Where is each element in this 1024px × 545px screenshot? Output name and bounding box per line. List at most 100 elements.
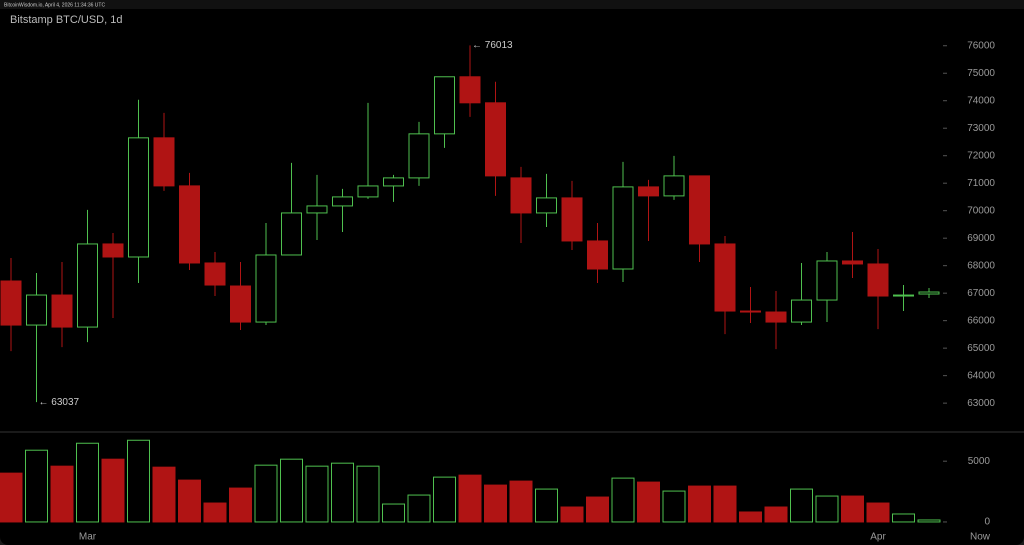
candle-body (255, 254, 277, 323)
volume-bar (203, 502, 227, 523)
candle-body (612, 186, 634, 270)
volume-bar (713, 485, 737, 523)
volume-bar (917, 519, 941, 523)
x-end-label: Now (970, 532, 991, 543)
candle-body (230, 285, 251, 323)
y-tick-label: 66000 (967, 315, 995, 326)
candle-body (77, 243, 98, 328)
candle-body (179, 185, 200, 264)
volume-bar (229, 487, 252, 523)
candle-body (893, 294, 914, 297)
volume-bar (841, 495, 864, 523)
volume-bar (280, 458, 303, 523)
candle-body (587, 240, 608, 270)
top-bar (0, 0, 1024, 9)
candle-body (383, 177, 404, 187)
volume-bar (611, 477, 635, 523)
y-tick-label: 64000 (967, 370, 995, 381)
candle-body (867, 263, 889, 297)
candle-body (0, 280, 22, 326)
volume-bar (178, 479, 201, 523)
y-tick-label: 70000 (967, 205, 995, 216)
y-tick-label: 76000 (967, 40, 995, 51)
volume-bar (866, 502, 890, 523)
candle-body (51, 294, 73, 328)
volume-bar (127, 439, 150, 523)
candle-body (306, 205, 328, 214)
volume-bar (101, 458, 125, 523)
volume-bar (764, 506, 788, 523)
annotation: ← 76013 (472, 40, 513, 51)
candle-body (434, 76, 455, 135)
volume-bar (688, 485, 711, 523)
candle-body (816, 260, 838, 301)
volume-bar (484, 484, 507, 523)
candle-body (204, 262, 226, 286)
volume-bar (739, 511, 762, 523)
volume-bar (509, 480, 533, 523)
y-tick-label: 72000 (967, 150, 995, 161)
x-tick-label: Mar (79, 532, 97, 543)
candle-body (281, 212, 302, 256)
candle-body (842, 260, 863, 265)
candle-body (638, 186, 659, 197)
candle-body (459, 76, 481, 104)
y-tick-label: 73000 (967, 123, 995, 134)
candle-body (485, 102, 506, 177)
y-tick-label: 5000 (968, 456, 991, 467)
y-tick-label: 63000 (967, 398, 995, 409)
header: BitcoinWisdom.io, April 4, 2026 11:34:36… (4, 2, 105, 8)
volume-bar (433, 476, 456, 523)
volume-bar (25, 449, 48, 523)
candle-body (791, 299, 812, 323)
volume-bar (458, 474, 482, 523)
y-tick-label: 69000 (967, 233, 995, 244)
volume-bar (815, 495, 839, 523)
candle-body (918, 291, 940, 295)
candle-body (128, 137, 149, 258)
candle-body (357, 185, 379, 198)
y-tick-label: 71000 (967, 178, 995, 189)
candle-body (740, 310, 761, 313)
candle-body (663, 175, 685, 197)
y-tick-label: 74000 (967, 95, 995, 106)
candle-body (536, 197, 557, 214)
y-tick-label: 67000 (967, 288, 995, 299)
volume-bar (560, 506, 584, 523)
y-tick-label: 65000 (967, 343, 995, 354)
candle-body (714, 243, 736, 312)
candle-body (102, 243, 124, 258)
volume-bar (331, 462, 354, 523)
volume-bar (254, 464, 278, 523)
candle-body (765, 311, 787, 323)
candle-body (153, 137, 175, 187)
volume-bar (535, 488, 558, 523)
volume-bar (152, 466, 176, 523)
candle-body (510, 177, 532, 214)
y-tick-label: 75000 (967, 68, 995, 79)
volume-bar (662, 490, 686, 523)
candle-body (689, 175, 710, 245)
candle-body (408, 133, 430, 179)
volume-bar (305, 465, 329, 523)
y-tick-label: 68000 (967, 260, 995, 271)
volume-bar (382, 503, 405, 523)
y-tick-label: 0 (984, 517, 990, 528)
volume-bar (637, 481, 660, 523)
volume-bar (586, 496, 609, 523)
volume-bar (790, 488, 813, 523)
volume-bar (892, 513, 915, 523)
volume-bar (76, 442, 99, 523)
volume-bar (0, 472, 23, 523)
chart-title: Bitstamp BTC/USD, 1d (10, 14, 122, 26)
volume-bar (356, 465, 380, 523)
volume-bar (407, 494, 431, 523)
volume-bar (50, 465, 74, 523)
candle-body (332, 196, 353, 207)
annotation: ← 63037 (39, 397, 80, 408)
candle-body (561, 197, 583, 242)
x-tick-label: Apr (870, 532, 886, 543)
